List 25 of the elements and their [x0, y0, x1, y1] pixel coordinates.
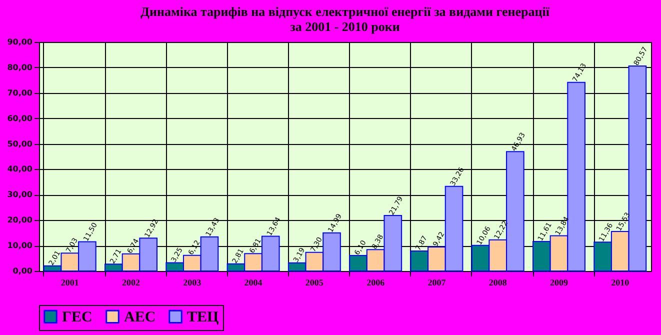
- y-tick-label: 80,00: [7, 62, 33, 72]
- x-tick-label: 2008: [488, 278, 508, 288]
- y-tick-label: 20,00: [7, 216, 33, 225]
- x-tick-label: 2001: [60, 278, 80, 288]
- x-tick-label: 2002: [122, 278, 141, 288]
- text: Динаміка тарифів на відпуск електричної енергії за видами генерації: [140, 4, 550, 19]
- legend-label: ТЕЦ: [187, 310, 220, 326]
- legend-label: ГЕС: [62, 310, 92, 326]
- y-tick-label: 10,00: [7, 241, 33, 250]
- y-tick-label: 60,00: [7, 114, 33, 123]
- x-tick-label: 2006: [366, 278, 386, 288]
- x-tick-label: 2004: [244, 278, 263, 288]
- x-tick-label: 2005: [305, 278, 324, 288]
- y-tick-label: 30,00: [7, 190, 33, 200]
- y-tick-label: 40,00: [7, 164, 33, 174]
- x-tick-label: 2009: [550, 278, 568, 288]
- y-tick-label: 0,00: [12, 266, 33, 276]
- x-tick-label: 2003: [183, 278, 202, 288]
- x-tick-label: 2007: [428, 278, 446, 288]
- x-tick-label: 2010: [611, 278, 630, 288]
- y-tick-label: 50,00: [7, 139, 33, 148]
- text: за 2001 - 2010 роки: [290, 19, 400, 34]
- legend-label: АЕС: [124, 310, 156, 326]
- y-tick-label: 90,00: [7, 38, 33, 46]
- y-tick-label: 70,00: [7, 88, 33, 98]
